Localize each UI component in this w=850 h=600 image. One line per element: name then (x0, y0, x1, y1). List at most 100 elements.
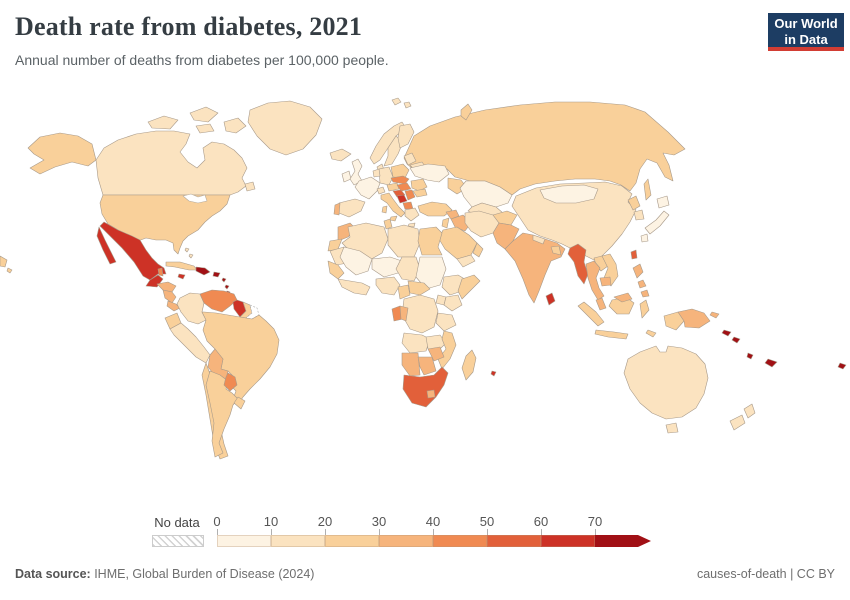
country-nepal[interactable] (532, 234, 546, 245)
country-turkey[interactable] (417, 201, 453, 217)
country-greece-crete[interactable] (407, 222, 416, 228)
country-botswana[interactable] (417, 356, 437, 376)
country-mexico-baja[interactable] (96, 226, 117, 265)
country-zambia[interactable] (425, 334, 447, 352)
country-baltics[interactable] (403, 152, 417, 166)
country-congo[interactable] (399, 305, 409, 322)
country-malaysia-borneo[interactable] (613, 292, 633, 303)
country-polynesia[interactable] (837, 362, 847, 370)
country-italy[interactable] (380, 192, 406, 218)
country-alaska[interactable] (27, 132, 97, 175)
country-sri-lanka[interactable] (545, 292, 556, 306)
country-greece[interactable] (404, 207, 420, 222)
country-japan-honshu[interactable] (644, 210, 670, 235)
legend-bin-0-10[interactable] (217, 535, 271, 547)
country-canada-newfoundland[interactable] (244, 181, 256, 192)
country-canada-arctic-1[interactable] (147, 115, 179, 130)
country-bulgaria[interactable] (412, 188, 428, 198)
country-kenya[interactable] (443, 294, 463, 312)
country-benelux[interactable] (372, 168, 381, 178)
country-russia-wrap-fragment[interactable] (0, 255, 8, 268)
country-new-zealand-south[interactable] (729, 414, 746, 431)
country-angola[interactable] (401, 332, 431, 354)
country-canada[interactable] (95, 130, 248, 196)
country-svalbard-2[interactable] (403, 101, 412, 109)
country-honduras[interactable] (156, 281, 177, 293)
country-indonesia-java[interactable] (594, 329, 629, 340)
country-madagascar[interactable] (461, 349, 477, 381)
country-hispaniola[interactable] (195, 266, 211, 276)
legend-bin-60-70[interactable] (541, 535, 595, 547)
country-somalia[interactable] (457, 274, 481, 300)
country-indonesia-sulawesi[interactable] (639, 299, 650, 319)
country-china[interactable] (511, 181, 637, 261)
country-bahamas-1[interactable] (184, 247, 190, 253)
country-west-africa[interactable] (337, 278, 371, 296)
country-mexico[interactable] (99, 221, 167, 281)
country-ireland[interactable] (341, 170, 352, 183)
country-russia-novaya-zemlya[interactable] (460, 103, 473, 121)
country-austria[interactable] (386, 182, 400, 192)
country-cuba[interactable] (165, 261, 198, 271)
country-hungary[interactable] (396, 182, 412, 192)
country-indonesia-sumatra[interactable] (577, 301, 605, 327)
country-egypt[interactable] (417, 226, 443, 256)
country-serbia[interactable] (404, 189, 416, 201)
country-japan-kyushu[interactable] (640, 233, 649, 243)
country-sweden[interactable] (383, 135, 404, 167)
country-paraguay[interactable] (223, 372, 238, 392)
country-central-african-republic[interactable] (407, 280, 431, 296)
country-senegal[interactable] (327, 260, 345, 280)
country-philippines-mindanao[interactable] (640, 289, 650, 298)
country-jamaica[interactable] (177, 273, 186, 280)
country-sudan[interactable] (415, 256, 447, 290)
country-canada-arctic-3[interactable] (223, 117, 247, 134)
country-drc[interactable] (401, 294, 439, 334)
country-canada-arctic-4[interactable] (195, 123, 215, 134)
country-taiwan[interactable] (630, 249, 638, 260)
country-jordan-israel[interactable] (441, 217, 450, 229)
country-north-korea[interactable] (627, 195, 641, 211)
country-tunisia[interactable] (383, 218, 393, 230)
country-philippines-luzon[interactable] (632, 263, 644, 279)
country-niger[interactable] (371, 256, 403, 278)
country-chad[interactable] (395, 256, 421, 282)
country-nicaragua[interactable] (162, 289, 177, 304)
country-ukraine[interactable] (409, 163, 450, 183)
country-canada-arctic-2[interactable] (189, 106, 219, 123)
country-russia[interactable] (403, 101, 686, 196)
country-svalbard-1[interactable] (391, 97, 402, 106)
country-belize[interactable] (157, 267, 164, 277)
country-poland[interactable] (390, 163, 410, 179)
country-russia-sakhalin[interactable] (643, 178, 652, 201)
country-new-zealand-north[interactable] (743, 403, 756, 419)
country-south-korea[interactable] (633, 209, 645, 221)
country-bahamas-2[interactable] (188, 253, 194, 259)
country-lesser-antilles-2[interactable] (224, 284, 230, 290)
country-fiji[interactable] (764, 358, 778, 368)
country-venezuela[interactable] (199, 289, 238, 313)
country-libya[interactable] (387, 224, 421, 258)
country-nigeria[interactable] (375, 276, 401, 296)
country-india[interactable] (504, 232, 566, 304)
country-afghanistan[interactable] (492, 210, 518, 226)
country-czechia-slovakia[interactable] (390, 175, 410, 185)
license-text[interactable]: causes-of-death | CC BY (696, 567, 835, 581)
country-france[interactable] (354, 176, 381, 200)
country-brazil[interactable] (201, 311, 280, 406)
country-iceland[interactable] (329, 148, 352, 162)
owid-logo[interactable]: Our World in Data (768, 13, 844, 51)
country-tasmania[interactable] (665, 422, 679, 434)
country-finland[interactable] (397, 123, 415, 149)
country-italy-sicily[interactable] (389, 215, 398, 222)
country-romania[interactable] (410, 178, 428, 192)
country-vanuatu[interactable] (746, 352, 754, 360)
country-uruguay[interactable] (233, 396, 246, 410)
country-germany[interactable] (378, 166, 394, 186)
legend-bin-70-plus[interactable] (595, 535, 651, 547)
country-oman[interactable] (472, 242, 484, 258)
country-png-new-britain[interactable] (709, 311, 720, 319)
country-spain[interactable] (338, 198, 366, 218)
country-mali[interactable] (339, 246, 373, 276)
country-cambodia[interactable] (599, 276, 612, 287)
